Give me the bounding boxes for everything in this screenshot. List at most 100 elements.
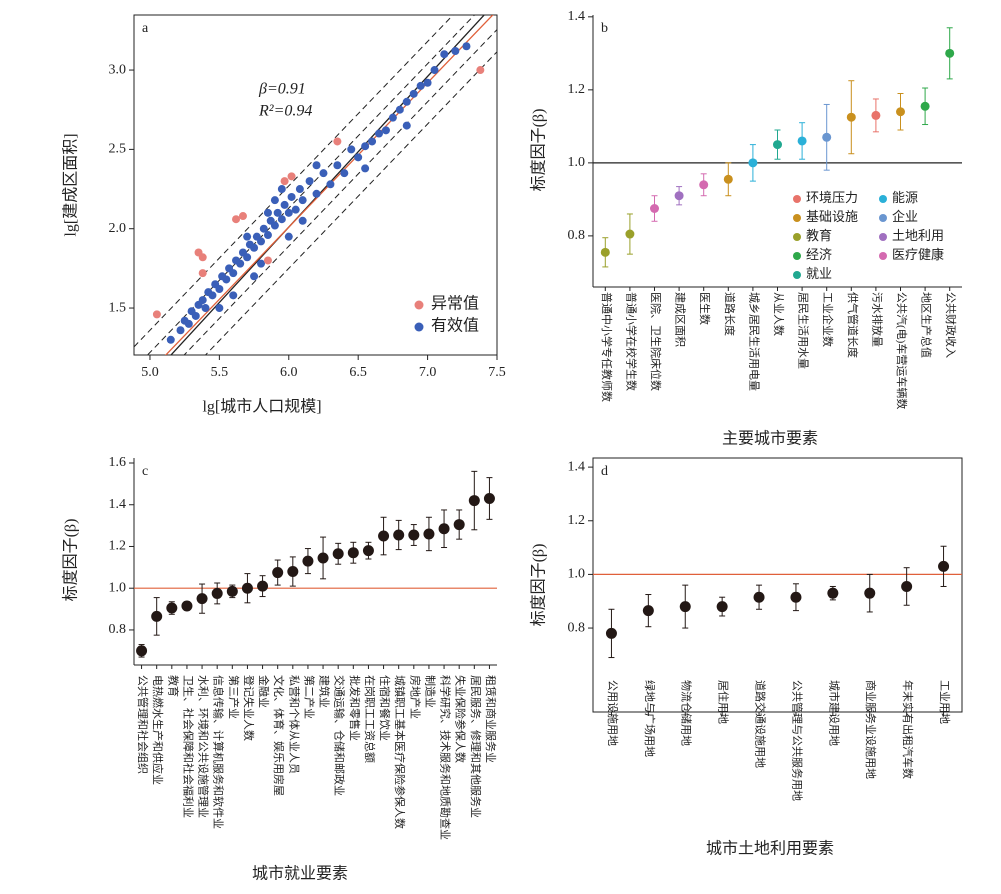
plot-frame — [592, 457, 963, 713]
point — [901, 580, 913, 592]
point — [822, 132, 832, 142]
x-tick-label: 年末实有出租汽车数 — [901, 680, 915, 779]
point — [699, 180, 709, 190]
point — [945, 48, 955, 58]
scatter-point — [361, 164, 370, 173]
y-tick-label: 0.8 — [568, 620, 586, 635]
scatter-point — [215, 304, 224, 313]
y-tick-label: 2.5 — [109, 142, 127, 157]
legend-marker — [793, 195, 801, 203]
point — [846, 112, 856, 122]
y-tick-label: 1.2 — [568, 82, 586, 97]
scatter-point — [250, 272, 259, 281]
y-tick-label: 1.0 — [568, 567, 586, 582]
x-tick-label: 电热燃水生产和供应业 — [151, 675, 165, 785]
x-tick-label: 教育 — [166, 675, 180, 697]
legend-label: 能源 — [892, 190, 918, 205]
scatter-point — [280, 200, 289, 209]
point — [453, 519, 465, 531]
x-tick-label: 金融业 — [257, 675, 271, 708]
x-tick-label: 水利、环境和公共设施管理业 — [197, 675, 211, 818]
x-tick-label: 租赁和商业服务业 — [484, 675, 498, 763]
scatter-point — [263, 208, 272, 217]
x-tick-label: 建成区面积 — [674, 292, 688, 347]
y-tick-label: 1.2 — [568, 513, 586, 528]
x-tick-label: 道路长度 — [723, 292, 737, 336]
x-tick-label: 工业用地 — [938, 680, 951, 724]
point — [287, 566, 299, 578]
x-tick-label: 6.0 — [280, 365, 298, 380]
y-tick-label: 1.0 — [568, 155, 586, 170]
scatter-point — [280, 177, 289, 186]
scatter-point — [198, 296, 207, 305]
point — [241, 582, 253, 594]
scatter-point — [152, 310, 161, 319]
x-tick-label: 地区生产总值 — [920, 292, 934, 358]
scatter-point — [198, 253, 207, 262]
point — [871, 110, 881, 120]
scatter-point — [354, 153, 363, 162]
point — [864, 587, 876, 599]
point — [773, 140, 782, 150]
scatter-point — [375, 129, 384, 138]
point — [347, 547, 359, 559]
point — [226, 585, 238, 597]
x-tick-label: 普通小学在校学生数 — [624, 292, 638, 391]
x-tick-label: 7.0 — [419, 365, 437, 380]
x-tick-label: 卫生、社会保障和社会福利业 — [181, 675, 195, 818]
scatter-point — [340, 169, 349, 178]
scatter-point — [215, 284, 224, 293]
legend-marker — [793, 214, 801, 222]
legend-label: 土地利用 — [892, 228, 944, 243]
point — [272, 567, 284, 579]
scatter-point — [270, 196, 279, 205]
y-tick-label: 1.0 — [109, 580, 127, 595]
x-tick-label: 建筑业 — [318, 675, 332, 708]
annotation: β=0.91 — [258, 81, 306, 98]
y-tick-label: 1.6 — [109, 455, 127, 470]
x-tick-label: 城镇职工基本医疗保险参保人数 — [393, 675, 407, 829]
point — [797, 136, 807, 146]
x-tick-label: 信息传输、计算机服务和软件业 — [212, 675, 226, 829]
x-tick-label: 住宿和餐饮业 — [378, 675, 392, 741]
point — [642, 605, 654, 617]
legend-marker — [879, 233, 887, 241]
y-tick-label: 0.8 — [109, 622, 127, 637]
x-tick-label: 私营和个体从业人员 — [287, 675, 301, 774]
legend-marker — [793, 233, 801, 241]
point — [625, 229, 635, 239]
scatter-point — [416, 81, 425, 90]
point — [938, 560, 950, 572]
point — [605, 627, 617, 639]
x-tick-label: 道路交通设施用地 — [754, 680, 768, 768]
point — [650, 204, 659, 214]
x-tick-label: 城乡居民生活用电量 — [747, 292, 761, 391]
scatter-point — [476, 66, 485, 75]
scatter-point — [361, 142, 370, 151]
scatter-point — [229, 269, 238, 278]
interval-line — [204, 51, 497, 355]
x-tick-label: 公共管理与公共服务用地 — [790, 680, 804, 801]
x-tick-label: 交通运输、仓储和邮政业 — [333, 675, 347, 796]
y-tick-label: 1.4 — [109, 497, 127, 512]
point — [211, 587, 223, 599]
x-tick-label: 公共财政收入 — [944, 292, 958, 358]
x-tick-label: 工业企业数 — [821, 292, 835, 347]
x-tick-label: 污水排放量 — [870, 292, 884, 347]
x-tick-label: 普通中小学专任教师数 — [600, 292, 614, 402]
scatter-point — [287, 192, 296, 201]
y-tick-label: 3.0 — [109, 62, 127, 77]
x-tick-label: 5.5 — [211, 365, 229, 380]
scatter-point — [176, 326, 185, 335]
scatter-point — [388, 113, 397, 122]
x-tick-label: 供气管道长度 — [846, 292, 860, 358]
scatter-point — [440, 50, 449, 59]
y-tick-label: 1.5 — [109, 300, 127, 315]
scatter-point — [409, 89, 418, 98]
scatter-point — [462, 42, 471, 51]
scatter-point — [273, 208, 282, 217]
point — [423, 528, 435, 540]
x-tick-label: 制造业 — [423, 675, 437, 708]
scatter-point — [295, 185, 304, 194]
x-tick-label: 批发和零售业 — [348, 675, 362, 741]
